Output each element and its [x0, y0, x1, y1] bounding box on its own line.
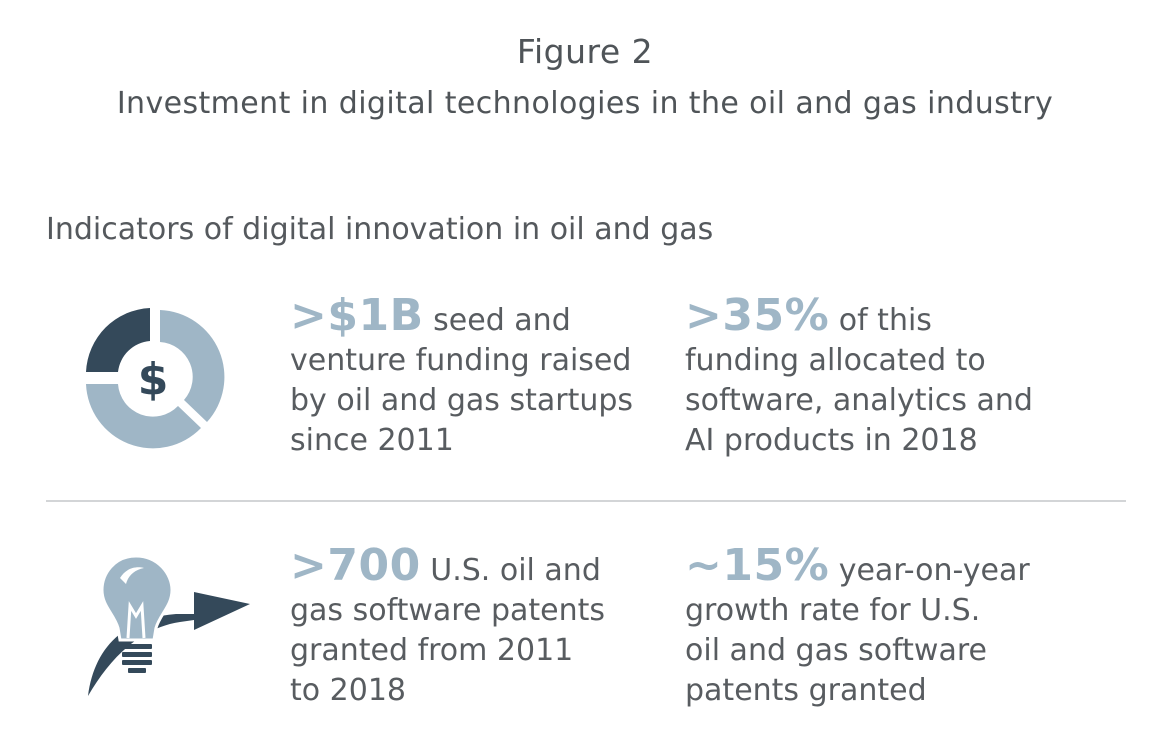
stat-first-line: ~15% year-on-year — [685, 544, 1030, 591]
dollar-glyph: $ — [138, 354, 169, 405]
stat-first-line: >700 U.S. oil and — [290, 544, 605, 591]
stat-value: ~15% — [685, 540, 830, 591]
figure-title: Investment in digital technologies in th… — [116, 86, 1054, 121]
stat-text: seed and — [423, 303, 571, 338]
lightbulb-arrow-icon — [84, 548, 254, 698]
stat-text: oil and gas software — [685, 633, 987, 668]
stat-patents-granted: >700 U.S. oil and gas software patents g… — [290, 544, 606, 711]
stat-startup-funding: >$1B seed and venture funding raised by … — [290, 294, 634, 461]
stat-text: to 2018 — [290, 673, 407, 708]
stat-text: AI products in 2018 — [685, 423, 978, 458]
stat-patent-growth: ~15% year-on-year growth rate for U.S. o… — [685, 544, 1030, 711]
section-divider — [46, 500, 1126, 502]
stat-text: by oil and gas startups — [290, 383, 634, 418]
stat-text: patents granted — [685, 673, 927, 708]
section-heading: Indicators of digital innovation in oil … — [46, 212, 714, 247]
stat-value: >35% — [685, 290, 830, 341]
stat-value: >700 — [290, 540, 421, 591]
stat-text: of this — [829, 303, 932, 338]
dollar-donut-icon: $ — [80, 304, 226, 450]
stat-text: venture funding raised — [290, 343, 632, 378]
stat-value: >$1B — [290, 290, 424, 341]
stat-text: since 2011 — [290, 423, 454, 458]
stat-text: funding allocated to — [685, 343, 986, 378]
stat-first-line: >$1B seed and — [290, 294, 633, 341]
figure-label: Figure 2 — [516, 32, 654, 71]
stat-text: software, analytics and — [685, 383, 1033, 418]
stat-text: growth rate for U.S. — [685, 593, 981, 628]
stat-text: U.S. oil and — [420, 553, 601, 588]
stat-first-line: >35% of this — [685, 294, 1033, 341]
stat-text: year-on-year — [829, 553, 1030, 588]
stat-software-share: >35% of this funding allocated to softwa… — [685, 294, 1033, 461]
stat-text: gas software patents — [290, 593, 606, 628]
stat-text: granted from 2011 — [290, 633, 574, 668]
